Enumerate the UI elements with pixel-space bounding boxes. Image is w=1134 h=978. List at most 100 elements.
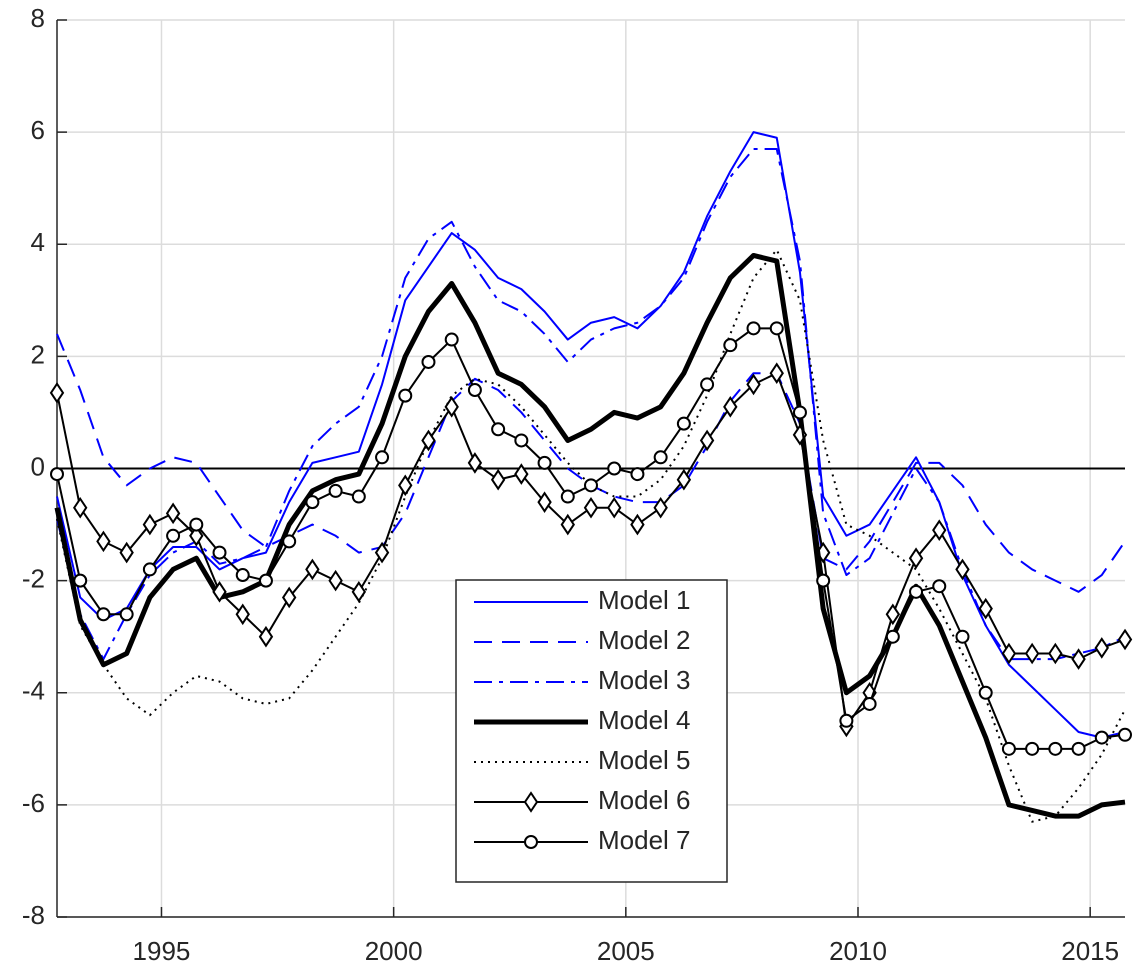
marker-diamond <box>305 558 320 581</box>
marker-circle <box>73 573 88 588</box>
x-tick-label: 1995 <box>133 936 191 966</box>
series <box>49 362 1133 738</box>
marker-diamond <box>142 513 158 536</box>
marker-circle <box>1048 741 1063 756</box>
marker-circle <box>630 467 645 482</box>
marker-diamond <box>351 581 367 603</box>
marker-circle <box>467 383 482 398</box>
marker-circle <box>792 405 807 420</box>
marker-circle <box>932 579 947 594</box>
legend-label: Model 1 <box>598 585 691 615</box>
marker-circle <box>700 377 715 392</box>
line <box>56 147 1126 661</box>
marker-diamond <box>165 502 181 525</box>
legend-label: Model 3 <box>598 665 691 695</box>
marker-circle <box>676 416 691 431</box>
marker-circle <box>1118 727 1132 742</box>
series <box>56 147 1126 661</box>
marker-circle <box>816 573 831 588</box>
line <box>56 131 1126 739</box>
marker-diamond <box>792 424 808 446</box>
marker-diamond <box>421 429 436 452</box>
marker-circle <box>514 433 529 448</box>
marker-diamond <box>885 603 901 626</box>
marker-circle <box>839 713 854 728</box>
marker-circle <box>189 517 204 532</box>
marker-diamond <box>1001 642 1017 665</box>
marker-circle <box>282 534 297 549</box>
marker-circle <box>398 388 413 403</box>
y-tick-label: -8 <box>22 900 45 930</box>
marker-diamond <box>908 547 924 570</box>
marker-diamond <box>467 452 483 474</box>
legend-label: Model 7 <box>598 825 691 855</box>
marker-diamond <box>281 586 297 609</box>
marker-circle <box>212 545 227 560</box>
marker-diamond <box>676 468 692 491</box>
marker-circle <box>1025 741 1040 756</box>
x-tick-label: 2000 <box>365 936 423 966</box>
y-tick-label: -6 <box>22 788 45 818</box>
marker-circle <box>305 495 320 510</box>
marker-diamond <box>746 373 761 396</box>
marker-circle <box>909 584 924 599</box>
marker-circle <box>375 450 390 465</box>
marker-circle <box>258 573 273 588</box>
marker-circle <box>444 332 459 347</box>
marker-diamond <box>537 491 552 513</box>
marker-circle <box>166 528 181 543</box>
marker-diamond <box>932 519 947 541</box>
marker-circle <box>560 489 575 504</box>
x-tick-label: 2015 <box>1061 936 1119 966</box>
legend-label: Model 4 <box>598 705 691 735</box>
marker-diamond <box>235 603 250 626</box>
marker-diamond <box>523 791 539 813</box>
marker-diamond <box>607 496 622 519</box>
line <box>54 252 1126 819</box>
y-tick-label: -4 <box>22 676 45 706</box>
marker-circle <box>119 607 134 622</box>
marker-diamond <box>328 569 343 592</box>
y-tick-label: 0 <box>31 451 45 481</box>
x-tick-label: 2005 <box>597 936 655 966</box>
legend-label: Model 6 <box>598 785 691 815</box>
y-tick-label: 6 <box>31 115 45 145</box>
marker-circle <box>1001 741 1016 756</box>
series <box>56 248 1126 823</box>
marker-diamond <box>1071 648 1086 670</box>
y-tick-label: 8 <box>31 3 45 33</box>
marker-diamond <box>1117 628 1133 651</box>
marker-circle <box>421 354 436 369</box>
marker-diamond <box>699 429 715 452</box>
y-tick-label: -2 <box>22 564 45 594</box>
series <box>50 321 1132 756</box>
x-tick-label: 2010 <box>829 936 887 966</box>
marker-circle <box>746 321 761 336</box>
marker-circle <box>351 489 366 504</box>
legend-label: Model 5 <box>598 745 691 775</box>
y-tick-label: 2 <box>31 339 45 369</box>
marker-diamond <box>119 541 134 564</box>
marker-diamond <box>653 496 668 519</box>
marker-circle <box>1071 741 1086 756</box>
legend-box <box>455 579 728 883</box>
marker-circle <box>142 562 157 577</box>
marker-circle <box>50 467 64 482</box>
marker-diamond <box>955 558 970 581</box>
marker-circle <box>584 478 598 493</box>
y-tick-label: 4 <box>31 227 45 257</box>
marker-circle <box>955 629 970 644</box>
marker-diamond <box>978 597 993 620</box>
marker-diamond <box>560 513 575 536</box>
marker-circle <box>235 568 250 583</box>
series <box>56 131 1126 739</box>
marker-diamond <box>96 530 111 553</box>
marker-diamond <box>73 496 88 519</box>
marker-circle <box>537 455 552 470</box>
marker-circle <box>607 461 622 476</box>
marker-circle <box>723 338 738 353</box>
marker-circle <box>524 835 538 849</box>
marker-circle <box>491 422 506 437</box>
